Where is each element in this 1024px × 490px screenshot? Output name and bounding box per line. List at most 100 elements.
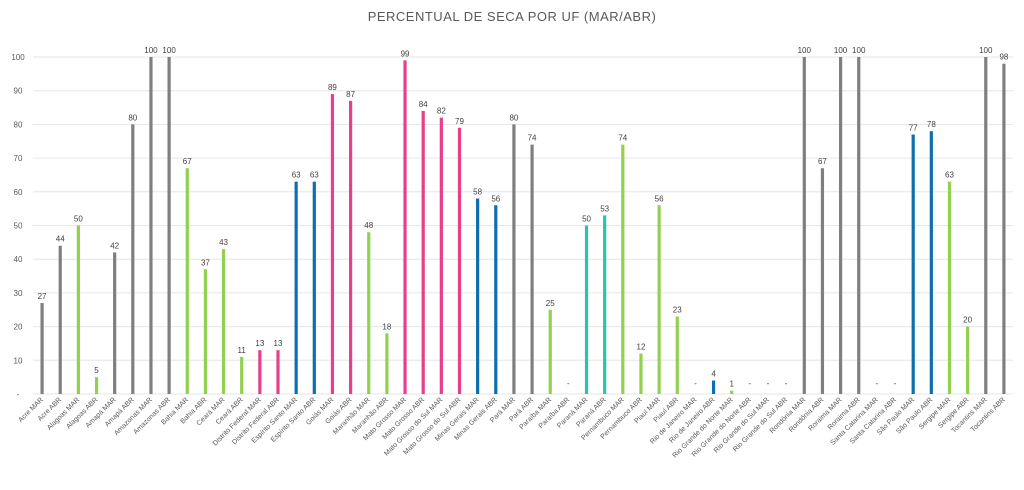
data-label: 37	[201, 258, 210, 267]
data-label: -	[876, 379, 879, 388]
y-tick-label: 90	[14, 87, 23, 96]
bar	[603, 215, 607, 394]
data-label: 78	[927, 120, 936, 129]
bar	[476, 198, 480, 394]
bar	[657, 205, 661, 394]
bar	[494, 205, 498, 394]
data-label: 5	[94, 366, 99, 375]
y-tick-label: -	[17, 390, 20, 399]
y-tick-label: 10	[14, 356, 23, 365]
bar	[113, 252, 117, 394]
bar	[421, 110, 425, 395]
bar	[348, 100, 353, 394]
bar	[403, 60, 407, 395]
y-tick-label: 50	[14, 222, 23, 231]
data-label: 80	[128, 113, 137, 122]
bar	[439, 117, 443, 394]
data-label: 98	[999, 53, 1008, 62]
bar	[820, 168, 825, 394]
bar	[711, 380, 716, 394]
data-label: 99	[401, 49, 410, 58]
data-label: 43	[219, 238, 228, 247]
data-label: 77	[909, 124, 918, 133]
bars	[40, 57, 1006, 395]
bar	[512, 124, 516, 395]
bar	[802, 57, 806, 394]
bar	[131, 124, 135, 395]
data-label: 74	[618, 134, 627, 143]
bar	[385, 333, 389, 394]
data-label: 100	[834, 46, 848, 55]
chart-title: PERCENTUAL DE SECA POR UF (MAR/ABR)	[368, 9, 657, 24]
bar	[457, 127, 462, 395]
bar	[185, 168, 189, 394]
data-label: 50	[582, 215, 591, 224]
y-tick-label: 60	[14, 188, 23, 197]
data-label: 100	[979, 46, 993, 55]
bar	[911, 134, 915, 394]
bar	[367, 232, 371, 394]
data-label: 42	[110, 241, 119, 250]
bar	[1002, 63, 1006, 395]
bar	[276, 350, 280, 394]
y-tick-label: 100	[11, 53, 25, 62]
data-label: 100	[162, 46, 176, 55]
data-label: 12	[637, 343, 646, 352]
data-label: 20	[963, 316, 972, 325]
data-label: 13	[255, 339, 264, 348]
data-label: 53	[600, 204, 609, 213]
data-labels: 27 44 50 5 42 80 100 100 67 37 43 11 13 13 63 63 89 87 48 1…	[38, 46, 1009, 389]
bar	[838, 57, 843, 394]
bar	[548, 309, 552, 394]
bar	[621, 144, 625, 394]
gridlines	[33, 56, 1013, 395]
data-label: 27	[38, 292, 47, 301]
data-label: 63	[310, 171, 319, 180]
bar	[258, 350, 262, 394]
data-label: 80	[509, 113, 518, 122]
data-label: 63	[292, 171, 301, 180]
data-label: 79	[455, 117, 464, 126]
data-label: 13	[274, 339, 283, 348]
y-tick-label: 70	[14, 154, 23, 163]
x-category-label: Tocantins ABR	[970, 396, 1007, 433]
data-label: 87	[346, 90, 355, 99]
data-label: 23	[673, 305, 682, 314]
data-label: 84	[419, 100, 428, 109]
bar	[857, 57, 861, 394]
y-tick-label: 20	[14, 323, 23, 332]
data-label: 58	[473, 188, 482, 197]
data-label: -	[567, 379, 570, 388]
data-label: 67	[183, 157, 192, 166]
bar	[584, 225, 589, 394]
data-label: 63	[945, 171, 954, 180]
data-label: -	[767, 379, 770, 388]
data-label: -	[694, 379, 697, 388]
bar	[94, 377, 99, 394]
data-label: 50	[74, 215, 83, 224]
data-label: 100	[798, 46, 812, 55]
bar	[929, 131, 933, 394]
data-label: 48	[364, 221, 373, 230]
bar	[330, 94, 335, 394]
data-label: 100	[852, 46, 866, 55]
bar	[530, 144, 534, 394]
y-axis-ticks: - 10 20 30 40 50 60 70 80 90 100	[11, 53, 25, 399]
bar	[203, 269, 208, 394]
y-tick-label: 40	[14, 255, 23, 264]
data-label: 1	[729, 380, 734, 389]
data-label: 18	[382, 322, 391, 331]
bar	[76, 225, 80, 394]
data-label: -	[894, 379, 897, 388]
bar	[240, 356, 244, 394]
y-tick-label: 30	[14, 289, 23, 298]
data-label: 4	[711, 370, 716, 379]
data-label: -	[785, 379, 788, 388]
bar	[675, 316, 679, 394]
bar	[947, 181, 952, 394]
bar	[966, 326, 970, 394]
bar	[58, 245, 62, 394]
bar	[149, 57, 153, 394]
